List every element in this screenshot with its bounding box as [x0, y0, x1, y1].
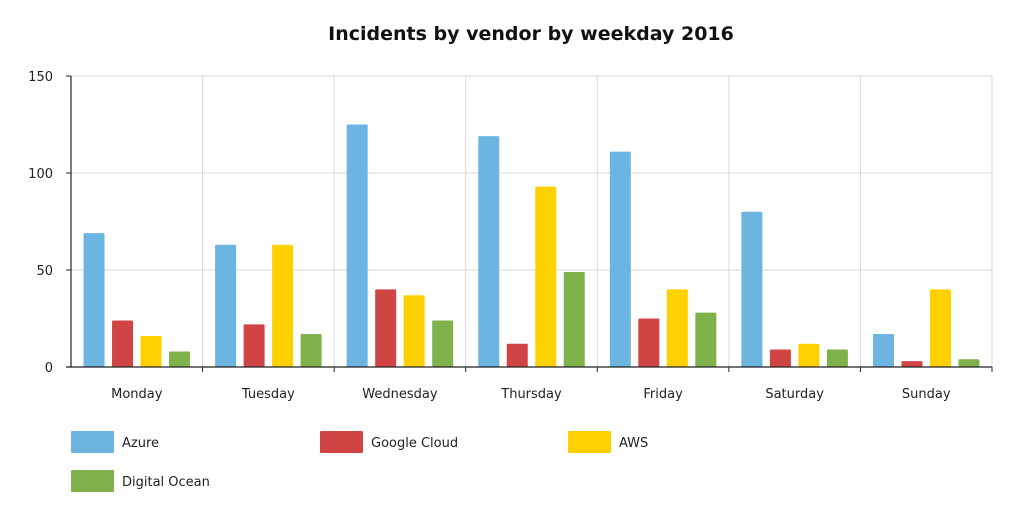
bar-azure-thursday	[478, 136, 500, 367]
x-tick-label: Sunday	[902, 387, 951, 402]
bar-digital-ocean-sunday	[958, 359, 980, 367]
x-tick-label: Friday	[643, 387, 683, 402]
legend: Azure Google Cloud AWS Digital Ocean	[71, 431, 648, 492]
y-tick-label: 50	[36, 264, 53, 279]
x-tick-label: Wednesday	[362, 387, 438, 402]
bar-azure-tuesday	[215, 244, 237, 367]
bar-azure-friday	[609, 151, 631, 367]
bar-digital-ocean-monday	[169, 351, 191, 367]
bar-google-cloud-friday	[638, 318, 660, 367]
bar-azure-sunday	[872, 334, 894, 367]
bar-azure-monday	[83, 233, 105, 367]
bar-azure-wednesday	[346, 124, 368, 367]
bar-google-cloud-tuesday	[243, 324, 265, 367]
legend-label: Google Cloud	[371, 436, 458, 451]
bar-google-cloud-wednesday	[375, 289, 397, 367]
bar-aws-tuesday	[272, 244, 294, 367]
legend-swatch	[320, 431, 363, 453]
bar-aws-monday	[140, 335, 162, 367]
chart-title: Incidents by vendor by weekday 2016	[328, 23, 734, 45]
x-tick-label: Saturday	[765, 387, 824, 402]
y-tick-label: 150	[28, 70, 53, 85]
legend-label: AWS	[619, 436, 648, 451]
bars	[83, 124, 980, 367]
bar-google-cloud-saturday	[769, 349, 791, 367]
bar-azure-saturday	[741, 211, 763, 367]
legend-swatch	[71, 431, 114, 453]
x-tick-label: Tuesday	[241, 387, 295, 402]
bar-google-cloud-thursday	[506, 343, 528, 367]
bar-digital-ocean-thursday	[563, 271, 585, 367]
legend-label: Digital Ocean	[122, 475, 210, 490]
y-tick-label: 100	[28, 167, 53, 182]
bar-digital-ocean-saturday	[826, 349, 848, 367]
bar-digital-ocean-tuesday	[300, 334, 322, 367]
axes: 0 50 100 150 Monday Tuesday Wednesday Thursday F…	[28, 70, 993, 402]
bar-google-cloud-monday	[112, 320, 134, 367]
bar-aws-thursday	[535, 186, 557, 367]
bar-aws-wednesday	[403, 295, 425, 367]
legend-swatch	[568, 431, 611, 453]
bar-aws-friday	[666, 289, 688, 367]
bar-digital-ocean-wednesday	[432, 320, 454, 367]
y-tick-label: 0	[45, 361, 53, 376]
bar-digital-ocean-friday	[695, 312, 717, 367]
x-tick-label: Thursday	[500, 387, 562, 402]
bar-google-cloud-sunday	[901, 361, 923, 367]
grid	[70, 75, 993, 367]
legend-label: Azure	[122, 436, 159, 451]
x-tick-label: Monday	[111, 387, 163, 402]
bar-aws-sunday	[929, 289, 951, 367]
legend-swatch	[71, 470, 114, 492]
bar-aws-saturday	[798, 343, 820, 367]
